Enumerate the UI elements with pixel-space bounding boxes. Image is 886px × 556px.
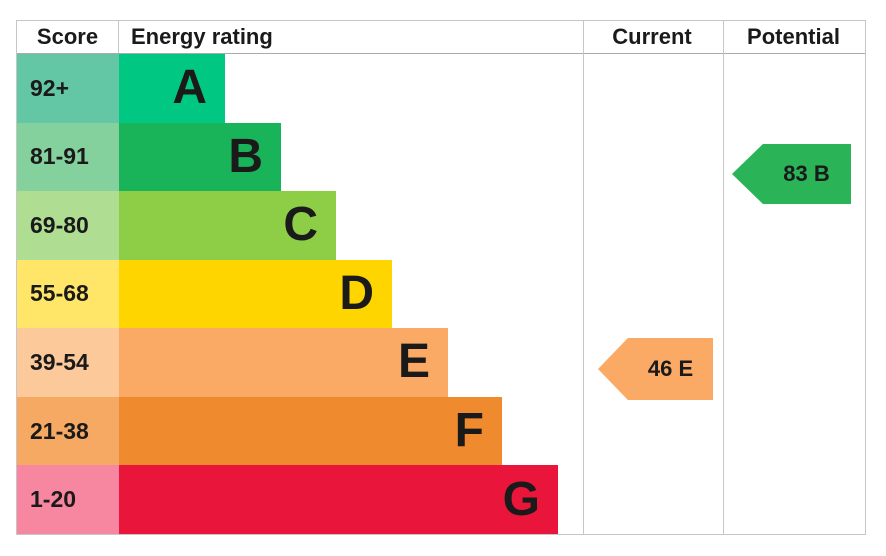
rating-letter: E: [397, 335, 430, 389]
rating-letter: F: [454, 404, 484, 457]
band-row-b: 81-91 B: [17, 122, 865, 192]
potential-rating-value: 83 B: [783, 161, 830, 186]
score-range-label: 21-38: [17, 396, 119, 466]
current-column-divider: [583, 21, 584, 534]
score-range-label: 39-54: [17, 328, 119, 397]
score-range-label: 92+: [17, 54, 119, 123]
rating-letter: B: [228, 129, 263, 183]
score-range-label: 81-91: [17, 122, 119, 192]
rating-bar-g: G: [119, 465, 558, 534]
band-row-g: 1-20 G: [17, 465, 865, 534]
rating-table: Score Energy rating Current Potential 92…: [16, 20, 866, 535]
score-range-label: 1-20: [17, 465, 119, 534]
rating-bar-c: C: [119, 191, 336, 260]
rating-bar-b: B: [119, 122, 281, 192]
band-row-c: 69-80 C: [17, 191, 865, 260]
score-range-label: 55-68: [17, 259, 119, 329]
band-row-f: 21-38 F: [17, 396, 865, 466]
rating-bar-a: A: [119, 54, 225, 123]
table-header-row: Score Energy rating Current Potential: [17, 21, 865, 54]
rating-letter: C: [283, 198, 318, 252]
potential-column-divider: [723, 21, 724, 534]
rating-bar-f: F: [119, 396, 502, 466]
rating-letter: G: [502, 472, 540, 526]
band-row-d: 55-68 D: [17, 259, 865, 329]
band-row-e: 39-54 E: [17, 328, 865, 397]
rating-rows: 92+ A 81-91 B 69-80 C 55-68 D 39-54 E 21…: [17, 54, 865, 534]
header-energy-rating: Energy rating: [131, 24, 273, 49]
rating-bar-e: E: [119, 328, 448, 397]
rating-letter: A: [172, 61, 207, 115]
rating-letter: D: [339, 266, 374, 320]
header-potential: Potential: [747, 24, 840, 49]
header-current: Current: [612, 24, 692, 49]
current-rating-value: 46 E: [647, 356, 694, 381]
band-row-a: 92+ A: [17, 54, 865, 123]
score-range-label: 69-80: [17, 191, 119, 260]
rating-bar-d: D: [119, 259, 392, 329]
header-score: Score: [17, 21, 119, 53]
